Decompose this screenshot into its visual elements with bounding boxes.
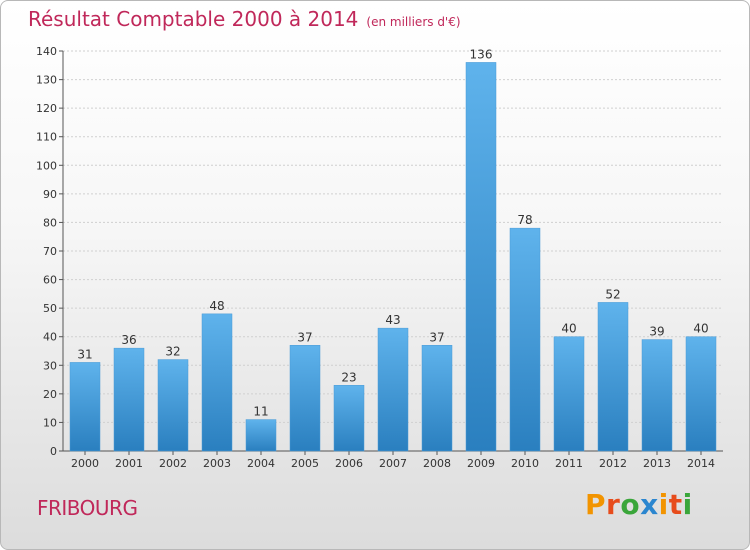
logo-letter: x [640,488,659,521]
y-tick-label: 60 [43,274,57,287]
y-tick-label: 70 [43,245,57,258]
data-label: 136 [470,47,493,61]
x-tick-label: 2002 [159,457,187,470]
data-label: 37 [297,330,312,344]
proxiti-logo[interactable]: Proxiti [585,488,693,521]
bar [509,227,541,452]
x-tick-label: 2010 [511,457,539,470]
data-label: 52 [605,287,620,301]
x-tick-label: 2001 [115,457,143,470]
data-label: 40 [561,322,576,336]
y-tick-label: 20 [43,388,57,401]
y-tick-label: 100 [36,159,57,172]
bar [245,419,277,452]
data-label: 31 [77,347,92,361]
data-label: 40 [693,322,708,336]
y-tick-label: 140 [36,45,57,58]
bar [685,336,717,452]
x-tick-label: 2005 [291,457,319,470]
bar [553,336,585,452]
y-tick-label: 40 [43,331,57,344]
x-tick-label: 2012 [599,457,627,470]
data-label: 23 [341,370,356,384]
x-tick-label: 2006 [335,457,363,470]
y-tick-label: 50 [43,302,57,315]
bar [421,345,453,452]
y-tick-label: 0 [50,445,57,458]
data-label: 37 [429,330,444,344]
y-tick-label: 80 [43,216,57,229]
bar [157,359,189,452]
chart-title: Résultat Comptable 2000 à 2014 (en millie… [28,7,461,31]
y-tick-label: 120 [36,102,57,115]
x-tick-label: 2004 [247,457,275,470]
y-tick-label: 130 [36,74,57,87]
logo-letter: P [585,488,607,521]
x-tick-label: 2000 [71,457,99,470]
x-tick-label: 2003 [203,457,231,470]
labels: 31 2000 36 2001 32 2002 48 2003 11 2004 37 2005 23 20… [71,47,715,470]
x-tick-label: 2014 [687,457,715,470]
x-tick-label: 2007 [379,457,407,470]
logo-letter: o [620,488,641,521]
logo-letter: i [658,488,669,521]
town-name: FRIBOURG [37,496,138,520]
x-tick-label: 2008 [423,457,451,470]
y-tick-label: 90 [43,188,57,201]
y-tick-label: 10 [43,416,57,429]
title-unit: (en milliers d'€) [366,15,461,29]
bar [641,339,673,452]
bar [69,362,101,452]
y-tick-label: 110 [36,131,57,144]
bar [333,385,365,452]
data-label: 78 [517,213,532,227]
bar [201,313,233,452]
logo-letter: r [606,488,621,521]
bar [597,302,629,452]
x-tick-label: 2013 [643,457,671,470]
data-label: 11 [253,405,268,419]
data-label: 43 [385,313,400,327]
logo-letter: t [668,488,683,521]
logo-letter: i [682,488,693,521]
data-label: 32 [165,345,180,359]
title-text: Résultat Comptable 2000 à 2014 [28,7,359,31]
x-tick-label: 2009 [467,457,495,470]
bar [465,62,497,452]
data-label: 39 [649,325,664,339]
data-label: 48 [209,299,224,313]
data-label: 36 [121,333,136,347]
bar [113,347,145,452]
bar [377,327,409,452]
x-tick-label: 2011 [555,457,583,470]
bars [69,62,717,452]
y-tick-label: 30 [43,359,57,372]
bar [289,345,321,452]
